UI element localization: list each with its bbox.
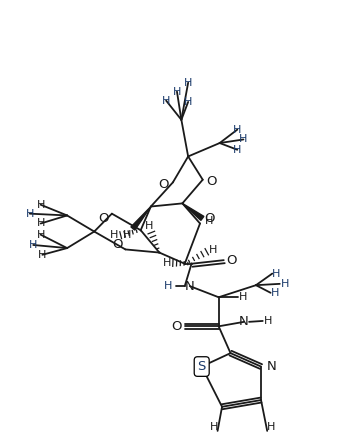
Text: H: H	[37, 200, 45, 210]
Text: O: O	[226, 253, 237, 267]
Text: H: H	[173, 87, 181, 97]
Text: H: H	[238, 292, 247, 302]
Text: H: H	[263, 316, 272, 326]
Text: H: H	[233, 125, 241, 135]
Text: S: S	[198, 360, 206, 373]
Text: H: H	[208, 245, 217, 255]
Text: H: H	[184, 78, 192, 88]
Text: H: H	[162, 96, 170, 105]
Text: N: N	[239, 315, 249, 329]
Text: H: H	[184, 97, 192, 107]
Text: H: H	[205, 216, 214, 226]
Text: O: O	[206, 175, 217, 188]
Text: H: H	[210, 422, 218, 432]
Text: O: O	[112, 238, 123, 251]
Polygon shape	[182, 203, 204, 220]
Text: O: O	[99, 212, 109, 225]
Text: H: H	[267, 422, 275, 432]
Text: H: H	[29, 240, 37, 250]
Text: H: H	[26, 209, 34, 219]
Text: N: N	[267, 360, 277, 373]
Text: H: H	[38, 250, 46, 260]
Polygon shape	[131, 207, 151, 230]
Text: H: H	[281, 279, 289, 289]
Text: O: O	[172, 320, 182, 333]
Text: H: H	[163, 258, 171, 268]
Text: H: H	[37, 230, 45, 240]
Text: O: O	[204, 212, 214, 225]
Text: H: H	[123, 229, 131, 240]
Text: H: H	[272, 269, 280, 278]
Text: O: O	[159, 178, 169, 191]
Text: H: H	[109, 230, 118, 240]
Text: N: N	[185, 279, 195, 293]
Text: H: H	[271, 288, 279, 298]
Text: H: H	[145, 220, 154, 231]
Text: H: H	[233, 145, 241, 155]
Text: H: H	[164, 281, 172, 291]
Text: H: H	[239, 135, 247, 144]
Text: H: H	[37, 219, 45, 228]
